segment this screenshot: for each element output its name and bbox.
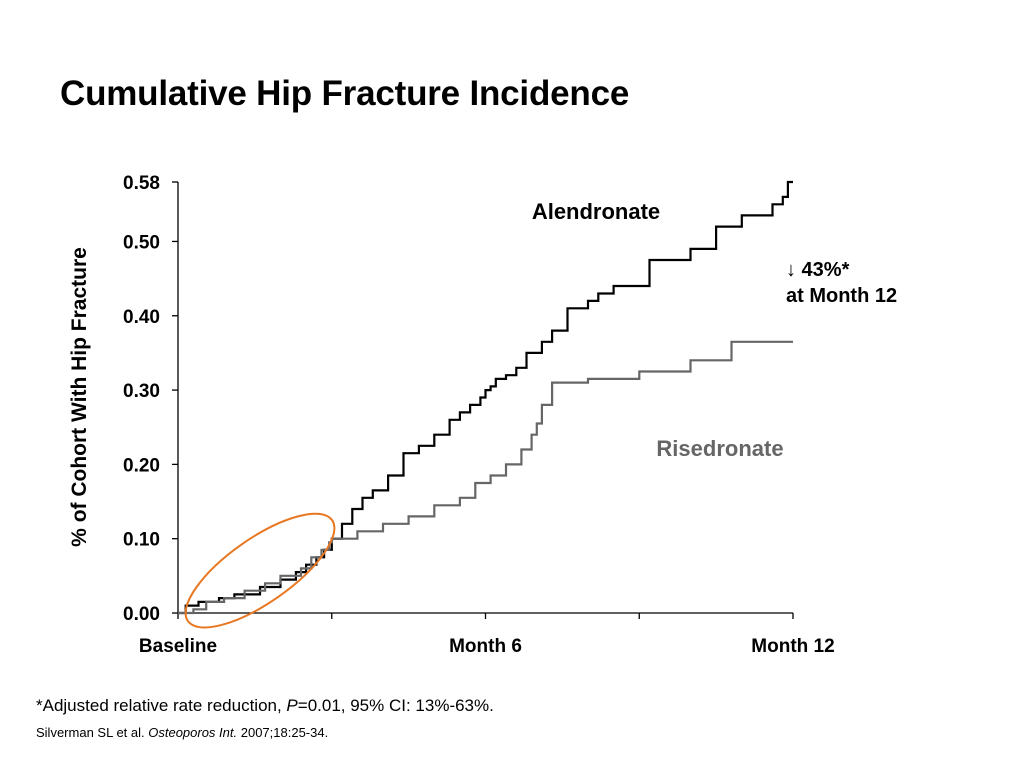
y-tick-label: 0.40 [123,307,160,328]
citation-authors: Silverman SL et al. [36,725,149,740]
series-label-risedronate: Risedronate [656,436,783,461]
series-line-risedronate [178,340,793,615]
y-tick-label: 0.00 [123,604,160,625]
citation-journal: Osteoporos Int. [148,725,238,740]
citation-details: 2007;18:25-34. [237,725,329,740]
footnote-prefix: *Adjusted relative rate reduction, [36,696,287,715]
reduction-timepoint: at Month 12 [786,285,897,307]
x-tick-label: Month 6 [449,636,522,657]
x-tick-label: Baseline [139,636,217,657]
page-title: Cumulative Hip Fracture Incidence [60,74,630,113]
footnote-p-symbol: P [286,696,298,715]
footnote: *Adjusted relative rate reduction, P=0.0… [36,696,494,716]
chart-series-layer: Alendronate Risedronate [178,180,793,615]
chart-annotations: ↓ 43%* at Month 12 [184,259,897,629]
series-label-alendronate: Alendronate [532,199,660,224]
y-tick-label: 0.20 [123,455,160,476]
chart-axes: 0.00 0.10 0.20 0.30 0.40 0.50 0.58 Baseline Mont… [68,173,835,657]
footnote-suffix: =0.01, 95% CI: 13%-63%. [297,696,494,715]
y-tick-label: 0.30 [123,381,160,402]
highlight-ellipse [184,512,336,629]
series-line-alendronate [178,180,793,615]
y-tick-label: 0.58 [123,173,160,194]
y-tick-label: 0.50 [123,232,160,253]
citation: Silverman SL et al. Osteoporos Int. 2007… [36,725,328,740]
y-axis-title: % of Cohort With Hip Fracture [68,247,91,547]
y-tick-label: 0.10 [123,530,160,551]
x-tick-label: Month 12 [751,636,834,657]
reduction-percent: ↓ 43%* [786,259,850,281]
reduction-annotation: ↓ 43%* at Month 12 [786,259,897,307]
